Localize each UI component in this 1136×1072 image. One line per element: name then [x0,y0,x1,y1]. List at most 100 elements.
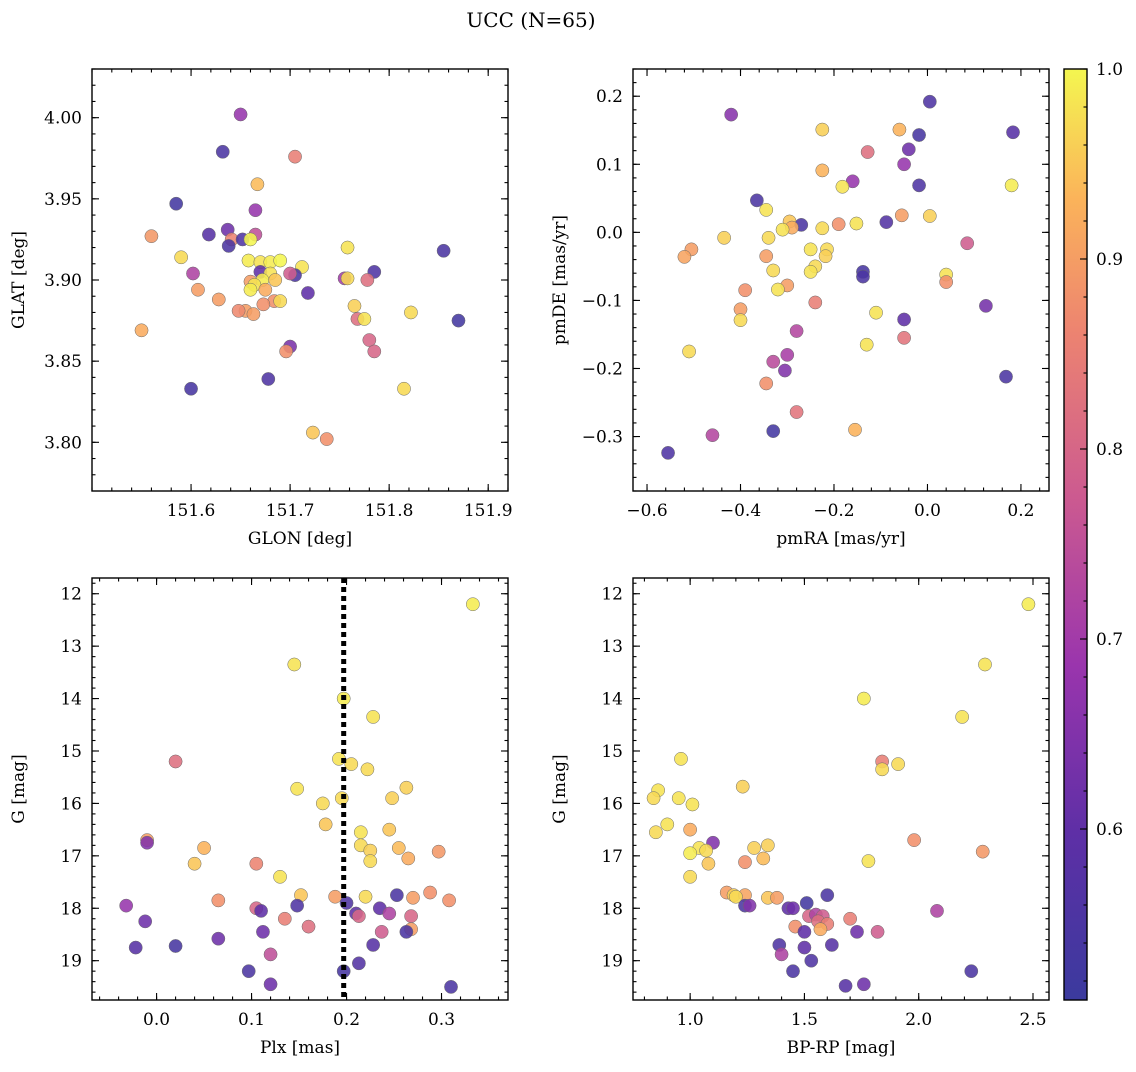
x-axis-label: Plx [mas] [260,1038,340,1058]
data-point [857,691,871,706]
data-point [119,898,134,913]
x-tick-label: 0.2 [333,1010,360,1030]
x-tick-label: 151.8 [365,501,414,521]
data-point [138,914,153,929]
data-point [301,286,315,300]
y-tick-label: 18 [601,899,623,919]
data-point [891,757,905,771]
data-point [750,193,764,208]
data-point [466,597,480,612]
data-point [288,149,302,164]
y-tick-label: 3.90 [44,271,82,291]
data-point [756,851,771,866]
data-point [374,925,389,939]
axes-frame [632,577,1050,1001]
data-point [815,163,830,178]
data-point [241,253,256,268]
y-axis-label: G [mag] [550,754,570,823]
data-point [922,94,937,109]
x-tick-label: 151.7 [266,501,315,521]
data-point [211,893,226,908]
data-point [128,940,143,955]
colorbar-tick-label: 0.9 [1096,250,1123,270]
y-tick-label: 3.95 [44,190,82,210]
data-point [268,273,283,287]
data-point [241,964,256,979]
data-point [766,424,781,438]
data-point [406,890,420,905]
data-point [835,179,850,194]
data-point [738,283,753,298]
data-point [912,128,926,142]
data-point [254,904,268,918]
data-point [287,657,302,672]
data-point [897,157,911,172]
y-axis-label: GLAT [deg] [9,231,29,329]
y-tick-label: 14 [60,690,82,710]
data-point [169,196,184,211]
data-point [649,825,663,840]
data-point [202,227,216,242]
data-point [211,931,226,946]
data-point [682,344,696,359]
data-point [870,925,885,939]
data-point [820,888,835,903]
data-point [955,710,969,724]
data-point [256,925,270,939]
colorbar-gradient [1064,69,1087,1000]
y-tick-label: 16 [60,794,82,814]
data-point [786,964,800,979]
data-point [922,209,937,223]
data-point [677,250,692,264]
x-tick-label: −0.6 [626,501,667,521]
data-point [187,856,202,871]
data-point [979,299,993,313]
data-point [735,779,750,794]
data-point [850,925,864,939]
x-tick-label: 2.5 [1019,1010,1046,1030]
data-point [799,896,814,910]
data-point [360,762,375,777]
y-tick-label: 16 [601,794,623,814]
data-point [646,791,661,806]
data-points [646,597,1036,993]
y-tick-label: −0.2 [582,359,623,379]
x-axis-label: GLON [deg] [248,529,352,549]
data-point [385,791,399,806]
x-tick-label: 0.1 [238,1010,265,1030]
data-point [451,313,466,328]
data-point [786,901,800,916]
x-tick-label: −0.2 [813,501,854,521]
scatter-panel-2: −0.6 −0.4 −0.2 0.0 0.2 −0.3 −0.2 −0.1 0.0 0.1 0.2 p… [550,68,1050,549]
data-point [761,838,775,853]
data-point [382,822,397,837]
data-point [306,425,320,440]
y-tick-label: 19 [601,952,623,972]
data-point [290,898,305,913]
data-point [352,909,366,923]
data-point [191,282,205,297]
data-point [277,911,292,926]
data-point [825,938,839,952]
x-axis-label: pmRA [mas/yr] [776,529,905,549]
data-point [174,250,188,265]
data-point [362,333,377,347]
x-tick-label: 1.0 [677,1010,704,1030]
data-point [660,817,675,832]
y-tick-label: 3.80 [44,433,82,453]
data-point [671,791,686,806]
y-tick-label: −0.3 [582,428,623,448]
data-point [315,796,330,811]
scatter-panel-4: 1.0 1.5 2.0 2.5 12 13 14 15 16 17 18 19 BP-RP [mag] G… [550,577,1050,1058]
data-point [318,817,333,832]
data-point [1006,125,1020,140]
x-tick-label: 0.0 [914,501,941,521]
data-point [701,856,716,871]
data-point [960,236,975,251]
data-point [399,780,414,795]
y-tick-label: 12 [601,585,623,605]
axes-frame [91,577,509,1001]
data-point [353,825,368,840]
colorbar: 0.6 0.7 0.8 0.9 1.0 [1063,60,1123,1001]
